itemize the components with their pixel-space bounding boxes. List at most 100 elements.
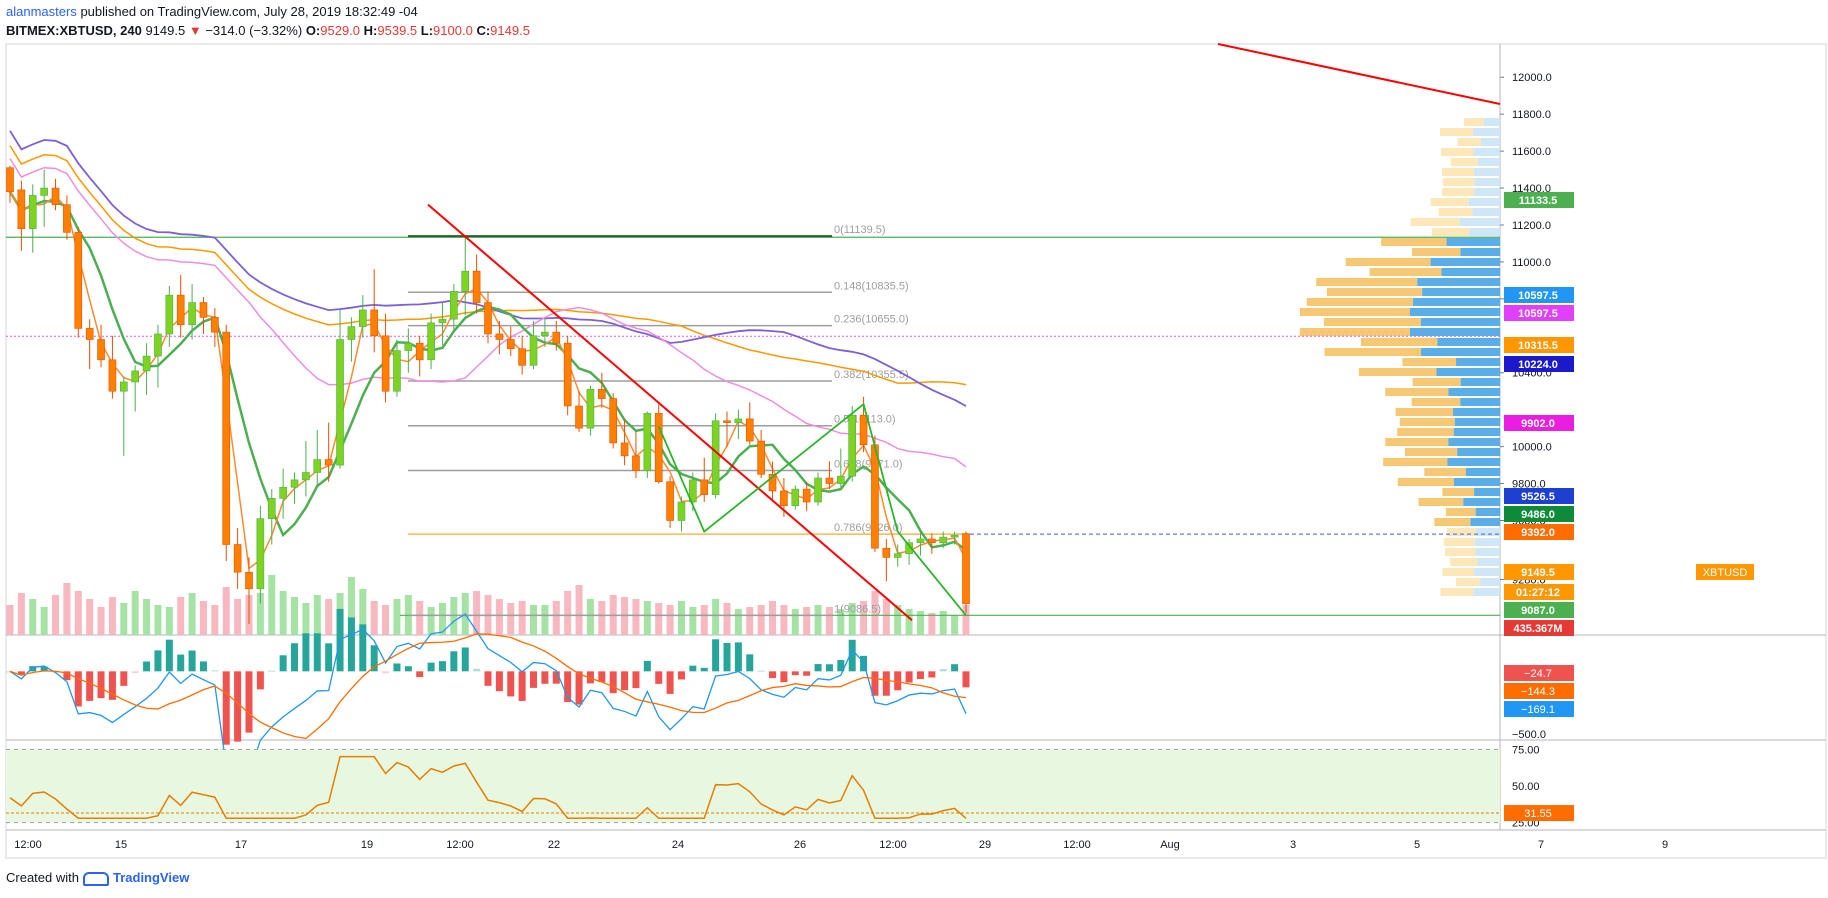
candle-body (484, 302, 492, 335)
fib-level-label: 0.236(10655.0) (834, 314, 909, 326)
macd-histogram-bar (689, 665, 697, 672)
macd-label-box (1504, 665, 1574, 681)
macd-histogram-bar (939, 669, 947, 672)
volume-profile-bar (1445, 548, 1476, 556)
macd-histogram-bar (928, 671, 936, 678)
volume-bar (108, 597, 116, 635)
candle-body (745, 418, 754, 442)
candle-body (63, 204, 71, 233)
time-tick-label: Aug (1160, 839, 1180, 851)
candle-body (165, 294, 174, 335)
candle-body (939, 536, 948, 543)
macd-histogram-bar (530, 671, 538, 688)
time-tick-label: 29 (979, 839, 991, 851)
volume-profile-bar (1453, 478, 1500, 486)
price-label: 9902.0 (1521, 418, 1555, 430)
symbol-line: BITMEX:XBTUSD, 240 9149.5 ▼ −314.0 (−3.3… (6, 21, 1506, 40)
volume-profile-bar (1474, 178, 1500, 186)
created-with-text: Created with (6, 870, 79, 885)
volume-bar (837, 609, 845, 635)
price-tick-label: 11200.0 (1512, 220, 1551, 232)
candle-body (529, 335, 538, 366)
candle-body (757, 440, 765, 475)
high-label: H: (363, 23, 378, 38)
macd-histogram-bar (905, 671, 913, 683)
macd-histogram-bar (279, 655, 287, 672)
volume-bar (814, 605, 822, 635)
macd-histogram-bar (74, 671, 82, 707)
volume-profile-bar (1409, 328, 1500, 336)
candle-body (928, 538, 936, 543)
macd-histogram-bar (438, 661, 446, 672)
candle-body (643, 413, 652, 471)
volume-profile-bar (1477, 558, 1500, 566)
price-label-box (1504, 415, 1574, 431)
volume-profile-bar (1413, 298, 1500, 306)
price-label-box (1504, 524, 1574, 540)
macd-histogram-bar (268, 670, 276, 672)
candle-body (40, 187, 48, 196)
volume-profile-bar (1474, 488, 1500, 496)
candle-body (780, 490, 788, 507)
volume-profile-bar (1474, 538, 1500, 546)
macd-line (9, 613, 967, 776)
volume-bar (211, 605, 219, 635)
fib-level-label: 1(9086.5) (834, 603, 881, 615)
volume-profile-bar (1442, 568, 1475, 576)
volume-profile-bar (1459, 218, 1500, 226)
price-label-box (1504, 356, 1574, 372)
candle-body (97, 339, 105, 361)
candle-body (154, 333, 162, 357)
candle-body (131, 370, 139, 383)
candle-body (506, 339, 515, 350)
price-pane: 0(11139.5) 0.148(10835.5) 0.236(10655.0) 0.… (5, 43, 1827, 859)
time-tick-label: 7 (1538, 839, 1544, 851)
fib-level-label: 0.148(10835.5) (834, 280, 909, 292)
price-tick-label: 10000.0 (1512, 442, 1552, 454)
price-tick-label: 11800.0 (1512, 109, 1551, 121)
macd-histogram-bar (450, 651, 458, 672)
volume-bar (939, 611, 947, 635)
macd-histogram-bar (63, 671, 71, 681)
time-tick-label: 3 (1290, 839, 1296, 851)
symbol-title[interactable]: BITMEX:XBTUSD, 240 (6, 23, 142, 38)
volume-profile-bar (1402, 358, 1457, 366)
volume-bar (769, 601, 777, 635)
macd-histogram-bar (188, 650, 196, 672)
macd-histogram-bar (234, 671, 242, 742)
macd-histogram-bar (621, 671, 629, 691)
volume-bar (848, 603, 856, 635)
volume-bar (666, 605, 674, 635)
volume-profile-bar (1477, 158, 1500, 166)
volume-bar (438, 603, 446, 635)
volume-profile-bar (1434, 518, 1471, 526)
volume-profile-bar (1383, 458, 1448, 466)
macd-histogram-bar (416, 671, 424, 678)
volume-profile-bar (1453, 408, 1500, 416)
volume-profile-bar (1442, 168, 1474, 176)
volume-profile-bar (1438, 208, 1473, 216)
tradingview-brand[interactable]: TradingView (112, 870, 190, 885)
volume-profile-bar (1443, 538, 1475, 546)
volume-bar (302, 603, 310, 635)
volume-bar (495, 599, 503, 635)
macd-histogram-bar (347, 617, 355, 672)
volume-profile-bar (1456, 358, 1500, 366)
volume-bar (63, 583, 71, 635)
volume-bar (518, 601, 526, 635)
price-label: 10224.0 (1518, 359, 1558, 371)
volume-bar (52, 595, 60, 635)
candle-body (120, 381, 128, 392)
macd-histogram-bar (40, 666, 48, 672)
price-label-box (1504, 564, 1574, 580)
volume-profile-bar (1448, 388, 1500, 396)
author-link[interactable]: alanmasters (6, 4, 77, 19)
volume-bar (916, 611, 924, 635)
volume-bar (359, 589, 367, 635)
volume-profile-bar (1480, 578, 1500, 586)
volume-bar (416, 601, 424, 635)
macd-histogram-bar (803, 671, 811, 676)
volume-profile-bar (1446, 238, 1500, 246)
time-tick-label: 24 (672, 839, 684, 851)
